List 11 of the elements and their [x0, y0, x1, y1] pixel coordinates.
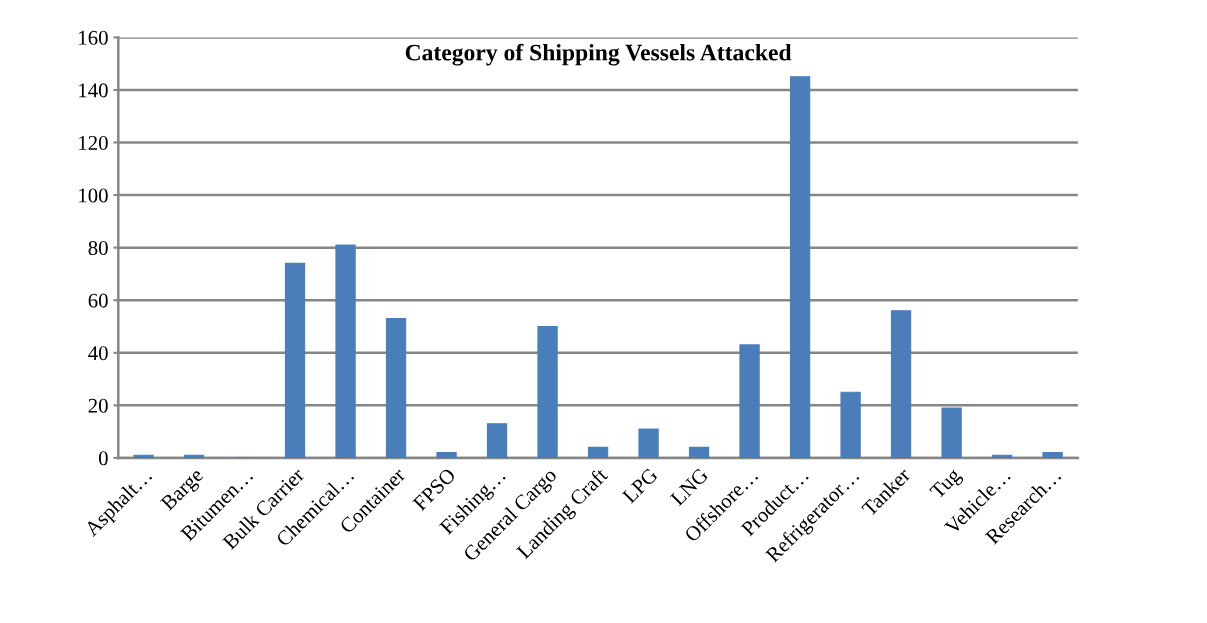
chart-title: Category of Shipping Vessels Attacked	[405, 43, 792, 66]
y-tick-label: 40	[88, 346, 108, 361]
y-tick-label: 60	[88, 293, 108, 308]
y-tick-label: 120	[79, 135, 108, 150]
y-tick-label: 140	[79, 83, 108, 98]
y-tick-label: 80	[88, 241, 108, 256]
y-tick-label: 0	[98, 451, 108, 466]
y-tick-label: 100	[79, 188, 108, 203]
x-tick-label: LPG	[621, 467, 659, 505]
y-tick-label: 160	[79, 30, 108, 45]
y-tick-label: 20	[88, 398, 108, 413]
